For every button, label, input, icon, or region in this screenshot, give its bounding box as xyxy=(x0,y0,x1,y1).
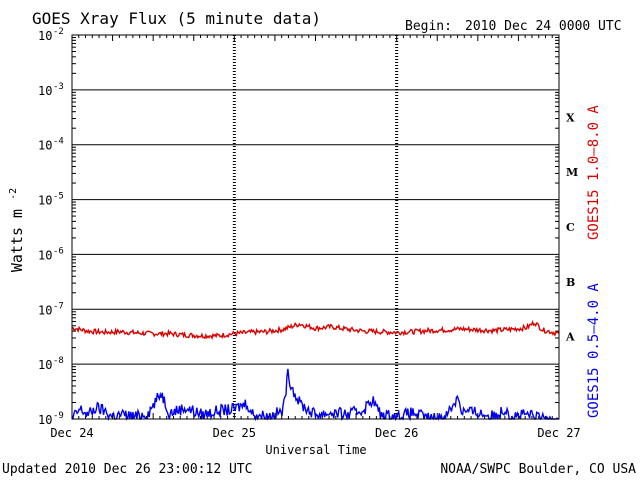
plot-grid xyxy=(72,34,559,420)
y-tick-base: 10 xyxy=(38,358,52,372)
y-tick-label: 10 -9 xyxy=(38,411,64,427)
x-tick-label: Dec 24 xyxy=(50,426,93,440)
flare-class-label: A xyxy=(565,331,575,344)
y-axis-label-group: Watts m -2 xyxy=(8,188,26,272)
x-tick-label: Dec 26 xyxy=(375,426,418,440)
x-tick-labels: Dec 24 Dec 25 Dec 26 Dec 27 xyxy=(50,426,580,440)
series-label-long: GOES15 1.0–8.0 A xyxy=(586,105,602,240)
y-tick-base: 10 xyxy=(38,248,52,262)
y-tick-label: 10 -2 xyxy=(38,27,64,43)
y-axis-label: Watts m xyxy=(8,209,26,272)
y-tick-base: 10 xyxy=(38,139,52,153)
y-tick-exponent: -3 xyxy=(53,82,64,92)
y-tick-base: 10 xyxy=(38,303,52,317)
updated-timestamp: Updated 2010 Dec 26 23:00:12 UTC xyxy=(2,462,252,477)
series-label-short: GOES15 0.5–4.0 A xyxy=(586,283,602,418)
begin-value: 2010 Dec 24 0000 UTC xyxy=(465,19,622,34)
series-line-1 xyxy=(71,368,559,422)
y-tick-label: 10 -3 xyxy=(38,82,64,98)
x-tick-label: Dec 25 xyxy=(213,426,256,440)
y-tick-base: 10 xyxy=(38,84,52,98)
x-tick-label: Dec 27 xyxy=(537,426,580,440)
series-line-0 xyxy=(71,319,560,341)
y-tick-label: 10 -5 xyxy=(38,192,64,208)
y-tick-base: 10 xyxy=(38,194,52,208)
y-tick-label: 10 -7 xyxy=(38,301,64,317)
flare-class-label: C xyxy=(566,221,575,234)
flare-class-labels: X M C B A xyxy=(565,111,578,343)
chart-title: GOES Xray Flux (5 minute data) xyxy=(32,9,321,28)
series-layer xyxy=(71,319,560,422)
y-tick-exponent: -5 xyxy=(53,192,64,202)
y-tick-exponent: -8 xyxy=(53,356,64,366)
flare-class-label: B xyxy=(566,276,575,289)
y-tick-label: 10 -6 xyxy=(38,246,64,262)
y-tick-exponent: -6 xyxy=(53,246,64,256)
y-tick-label: 10 -4 xyxy=(38,137,64,153)
x-axis-label: Universal Time xyxy=(265,443,366,457)
y-tick-label: 10 -8 xyxy=(38,356,64,372)
y-tick-labels: 10-910-810-710-610-510-410-310-2 xyxy=(38,27,64,427)
y-tick-exponent: -2 xyxy=(53,27,64,37)
plot-frame xyxy=(71,34,560,420)
y-tick-base: 10 xyxy=(38,413,52,427)
y-tick-exponent: -9 xyxy=(53,411,64,421)
y-tick-exponent: -4 xyxy=(53,137,64,147)
source-credit: NOAA/SWPC Boulder, CO USA xyxy=(440,462,636,477)
flare-class-label: X xyxy=(566,111,575,124)
begin-label: Begin: xyxy=(405,19,452,34)
y-tick-base: 10 xyxy=(38,29,52,43)
y-axis-label-exponent: -2 xyxy=(8,188,19,200)
flare-class-label: M xyxy=(566,166,578,179)
svg-text:Watts m -2: Watts m -2 xyxy=(8,188,26,272)
y-tick-exponent: -7 xyxy=(53,301,64,311)
